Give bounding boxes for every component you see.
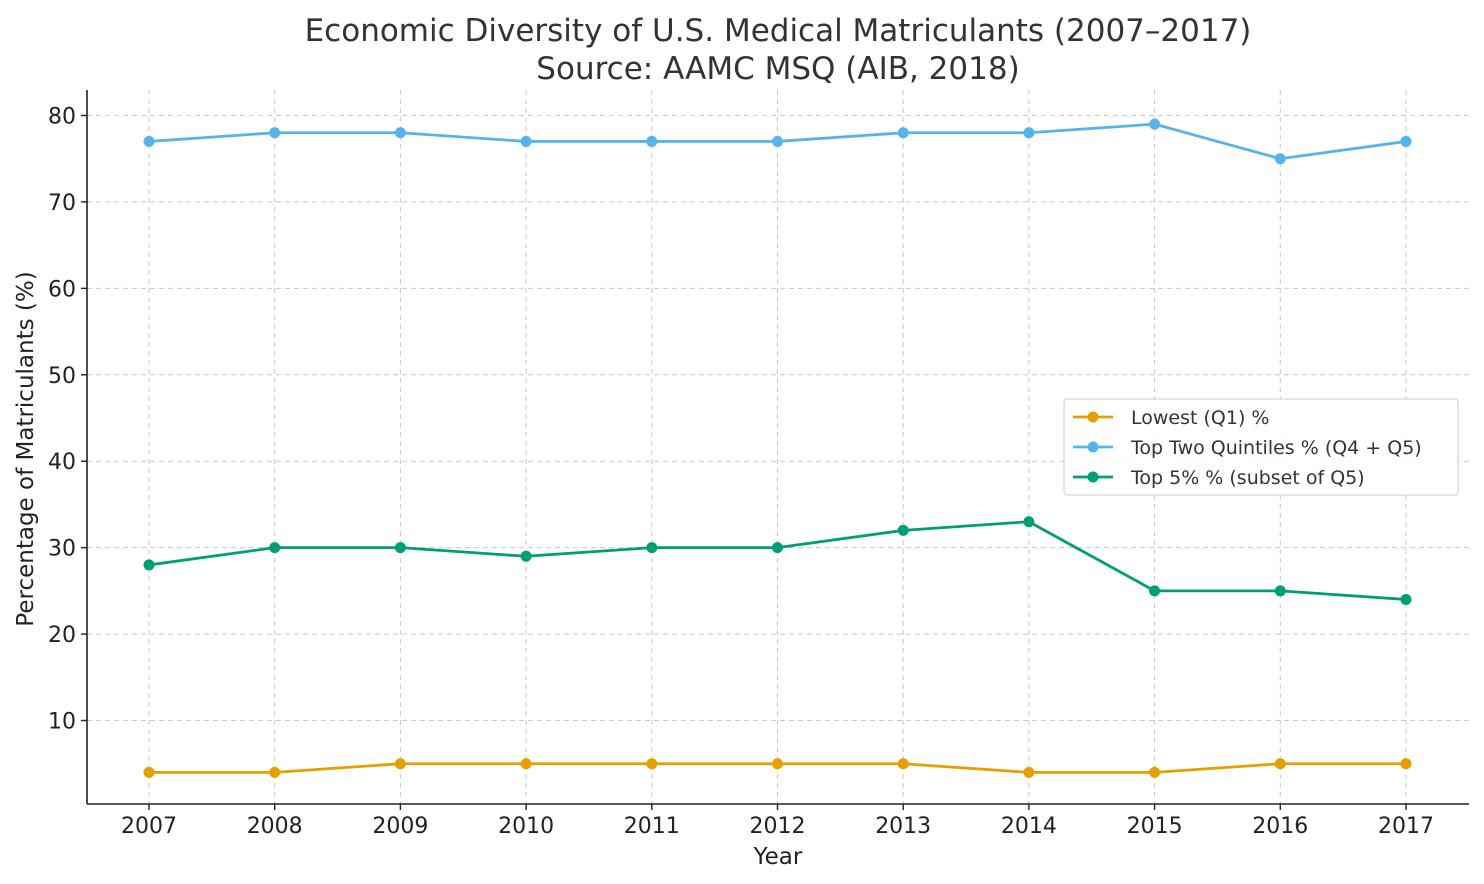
y-tick-label: 50 <box>48 364 76 389</box>
data-point <box>772 542 783 554</box>
y-tick-label: 60 <box>48 277 76 302</box>
legend-swatch-marker <box>1087 441 1099 453</box>
data-point <box>897 524 909 536</box>
legend-swatch-marker <box>1087 411 1099 423</box>
data-point <box>143 766 155 778</box>
x-tick-label: 2017 <box>1378 814 1434 839</box>
series-points <box>143 118 1412 778</box>
legend-frame <box>1063 398 1459 496</box>
legend-label: Lowest (Q1) % <box>1131 407 1269 429</box>
x-tick-label: 2010 <box>498 814 554 839</box>
x-tick-label: 2012 <box>750 814 806 839</box>
x-tick-label: 2014 <box>1001 814 1057 839</box>
data-point <box>269 766 281 778</box>
x-tick-label: 2015 <box>1127 814 1183 839</box>
chart-title-line2: Source: AAMC MSQ (AIB, 2018) <box>536 51 1019 87</box>
x-tick-label: 2007 <box>121 814 177 839</box>
data-point <box>897 758 909 770</box>
data-point <box>897 127 909 139</box>
data-point <box>394 127 406 139</box>
legend-swatch-marker <box>1087 471 1099 483</box>
y-axis-ticks: 10 20 30 40 50 60 70 80 <box>48 105 87 735</box>
data-point <box>269 542 281 554</box>
data-point <box>143 559 155 571</box>
x-axis-ticks: 2007 2008 2009 2010 2011 2012 2013 2014 2015 2016… <box>121 804 1434 839</box>
y-tick-label: 30 <box>48 537 76 562</box>
data-point <box>1274 153 1286 165</box>
x-tick-label: 2008 <box>247 814 303 839</box>
x-axis-label: Year <box>753 844 803 870</box>
legend: Lowest (Q1) % Top Two Quintiles % (Q4 + Q… <box>1063 398 1459 496</box>
data-point <box>1400 758 1412 770</box>
y-axis-label: Percentage of Matriculants (%) <box>13 271 39 626</box>
data-point <box>1149 766 1161 778</box>
x-tick-label: 2016 <box>1252 814 1308 839</box>
data-point <box>772 758 783 770</box>
data-point <box>520 758 532 770</box>
y-tick-label: 80 <box>48 105 76 130</box>
data-point <box>646 135 658 147</box>
data-point <box>1149 118 1161 130</box>
chart-title-line1: Economic Diversity of U.S. Medical Matri… <box>305 13 1252 49</box>
data-point <box>143 135 155 147</box>
data-point <box>520 135 532 147</box>
data-point <box>1023 766 1035 778</box>
x-tick-label: 2009 <box>372 814 428 839</box>
data-point <box>772 135 783 147</box>
y-tick-label: 40 <box>48 450 76 475</box>
data-point <box>646 542 658 554</box>
data-point <box>1274 585 1286 597</box>
x-tick-label: 2013 <box>875 814 931 839</box>
data-point <box>1400 135 1412 147</box>
legend-label: Top Two Quintiles % (Q4 + Q5) <box>1130 437 1422 459</box>
data-point <box>646 758 658 770</box>
data-point <box>1400 594 1412 605</box>
y-tick-label: 10 <box>48 710 76 735</box>
data-point <box>1023 127 1035 139</box>
y-tick-label: 70 <box>48 191 76 216</box>
data-point <box>1023 516 1035 528</box>
data-point <box>520 550 532 562</box>
data-point <box>269 127 281 139</box>
x-tick-label: 2011 <box>624 814 680 839</box>
grid-lines <box>87 90 1469 804</box>
data-point <box>394 542 406 554</box>
data-point <box>1149 585 1161 597</box>
data-point <box>1274 758 1286 770</box>
data-point <box>394 758 406 770</box>
legend-label: Top 5% % (subset of Q5) <box>1130 467 1365 489</box>
y-tick-label: 20 <box>48 623 76 648</box>
